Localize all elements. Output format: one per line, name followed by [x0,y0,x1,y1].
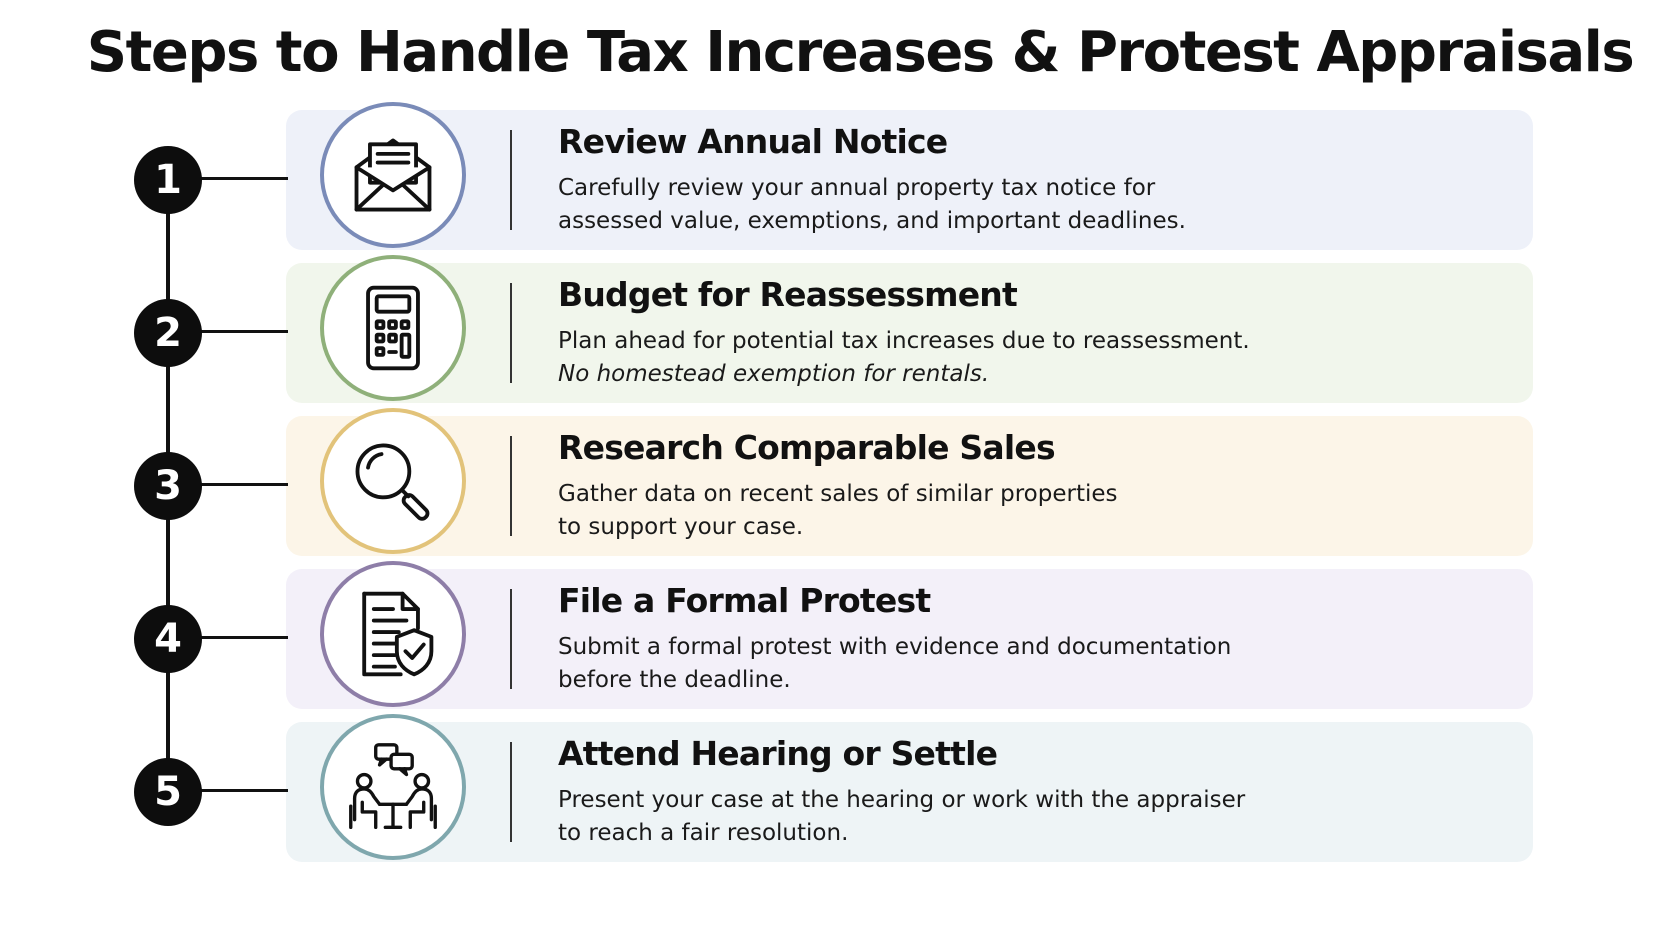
divider [510,436,512,536]
step-number-badge: 1 [134,146,202,214]
step-card [286,722,1533,862]
step-card [286,110,1533,250]
description-line: Submit a formal protest with evidence an… [558,634,1232,660]
description-line: before the deadline. [558,667,791,693]
description-line: Gather data on recent sales of similar p… [558,481,1118,507]
description-line: Present your case at the hearing or work… [558,787,1246,813]
description-line: to support your case. [558,514,804,540]
connector-line [200,789,288,792]
step-title: Attend Hearing or Settle [558,734,998,773]
page-title: Steps to Handle Tax Increases & Protest … [86,20,1635,85]
step-card [286,569,1533,709]
step-3: 3 Research Comparable Sales Gather data … [0,408,1672,556]
divider [510,130,512,230]
step-description: Present your case at the hearing or work… [558,784,1458,850]
divider [510,283,512,383]
divider [510,742,512,842]
step-5: 5 Attend Hearing or Settle Present your … [0,714,1672,862]
description-line: to reach a fair resolution. [558,820,849,846]
document-shield-icon [320,561,466,707]
description-line: Carefully review your annual property ta… [558,175,1156,201]
step-number-badge: 5 [134,758,202,826]
connector-line [200,483,288,486]
description-line: Plan ahead for potential tax increases d… [558,328,1250,354]
step-description: Carefully review your annual property ta… [558,172,1458,238]
step-description: Gather data on recent sales of similar p… [558,478,1458,544]
step-description: Submit a formal protest with evidence an… [558,631,1458,697]
step-2: 2 Budget for Reassessment Plan ahead for… [0,255,1672,403]
magnifying-glass-icon [320,408,466,554]
description-line: assessed value, exemptions, and importan… [558,208,1186,234]
connector-line [200,177,288,180]
connector-line [200,330,288,333]
step-title: File a Formal Protest [558,581,931,620]
step-title: Research Comparable Sales [558,428,1056,467]
step-number-badge: 2 [134,299,202,367]
step-title: Review Annual Notice [558,122,948,161]
step-card [286,263,1533,403]
meeting-discussion-icon [320,714,466,860]
envelope-document-icon [320,102,466,248]
divider [510,589,512,689]
step-number-badge: 4 [134,605,202,673]
step-card [286,416,1533,556]
step-4: 4 File a Formal Protest Submit a formal … [0,561,1672,709]
step-title: Budget for Reassessment [558,275,1018,314]
description-note: No homestead exemption for rentals. [558,361,990,387]
connector-line [200,636,288,639]
step-number-badge: 3 [134,452,202,520]
step-1: 1 Review Annual Notice Carefully review … [0,102,1672,250]
step-description: Plan ahead for potential tax increases d… [558,325,1458,391]
calculator-icon [320,255,466,401]
